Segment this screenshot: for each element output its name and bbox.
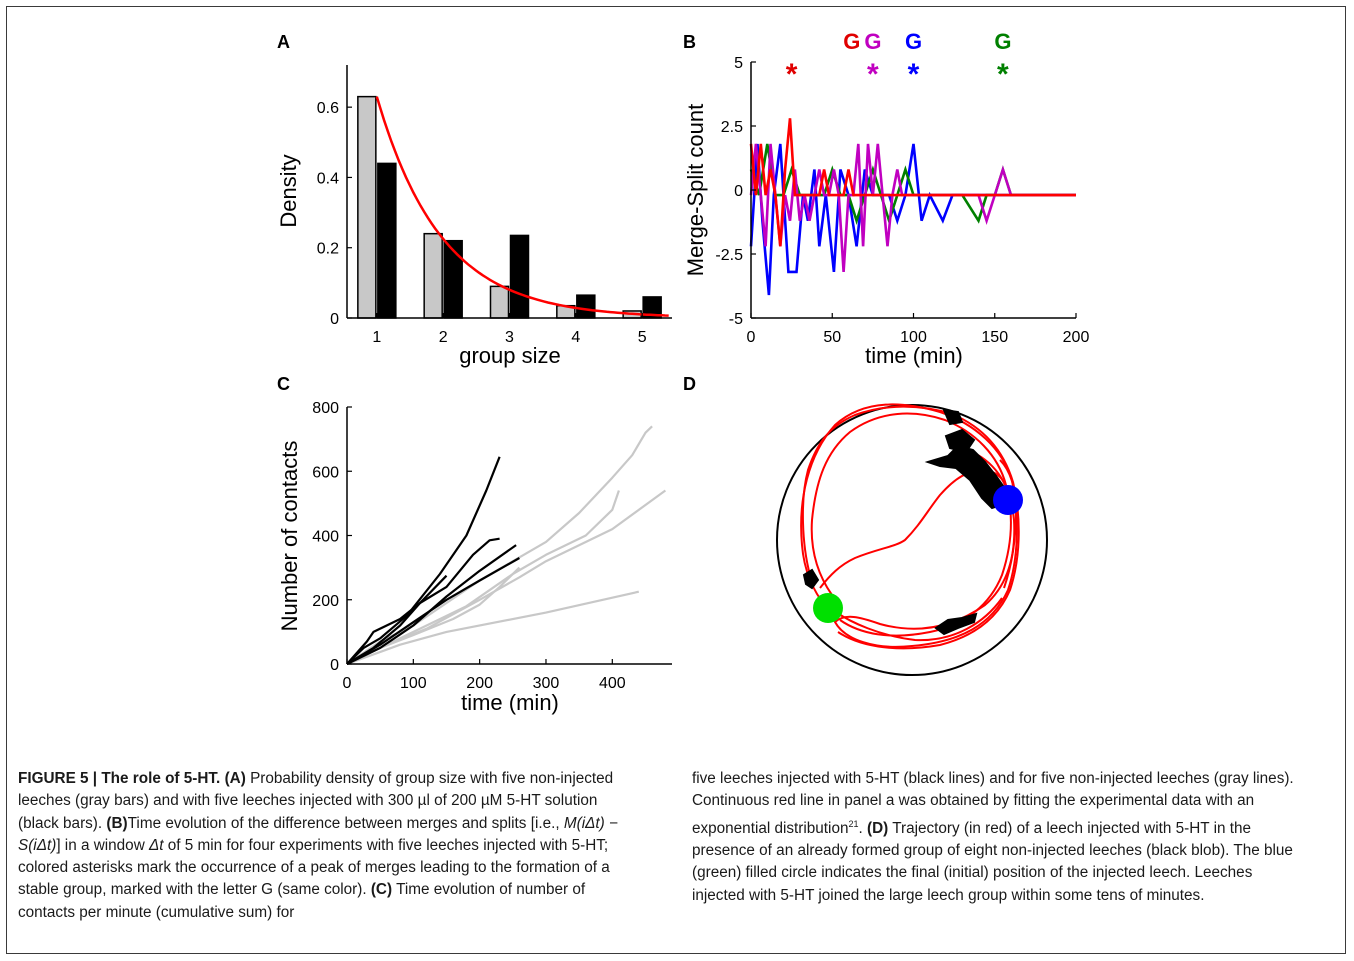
y-tick-label: 0.2 <box>317 241 339 258</box>
panel-b-ylabel: Merge-Split count <box>683 104 708 276</box>
panel-d-label: D <box>683 374 696 394</box>
panel-b-xlabel: time (min) <box>865 343 963 368</box>
caption-text-d: Trajectory (in red) of a leech injected … <box>692 819 1293 904</box>
y-tick-label: 0 <box>734 183 743 200</box>
panel-c-x-ticks: 0 100 200 300 400 <box>343 659 626 692</box>
caption-left-column: FIGURE 5 | The role of 5-HT. (A) Probabi… <box>18 768 628 924</box>
caption-delta-t: Δt <box>149 836 164 854</box>
panel-b-markers: *G G*G*G* <box>786 29 1012 91</box>
y-tick-label: 0 <box>330 657 339 674</box>
caption-text-c-continued: five leeches injected with 5-HT (black l… <box>692 770 1294 837</box>
group-marker-g: G <box>905 29 922 54</box>
panel-a-label: A <box>277 32 290 52</box>
bar-gray-1 <box>357 95 377 319</box>
panel-b-y-ticks: -5 -2.5 0 2.5 5 <box>715 55 756 328</box>
caption-right-column: five leeches injected with 5-HT (black l… <box>692 768 1302 907</box>
group-marker-g: G <box>864 29 881 54</box>
caption-tag-b: (B) <box>106 814 128 832</box>
x-tick-label: 4 <box>571 329 580 346</box>
x-tick-label: 150 <box>981 329 1008 346</box>
x-tick-label: 100 <box>400 675 427 692</box>
x-tick-label: 3 <box>505 329 514 346</box>
y-tick-label: -5 <box>729 311 743 328</box>
panel-a-plot-area <box>357 95 669 319</box>
bar-black-1 <box>377 162 397 319</box>
exponential-fit-line <box>375 96 669 317</box>
caption-text-a: Probability density of group size with f… <box>18 770 614 832</box>
injected-leech-curve-10 <box>346 574 448 665</box>
merge-split-line-4 <box>749 118 1076 247</box>
y-tick-label: 0.6 <box>317 100 339 117</box>
panel-b: B *G G*G*G* 0 50 100 150 200 -5-2.502.55 time… <box>683 29 1089 368</box>
non-injected-group-blob <box>802 408 1008 636</box>
panel-a-xlabel: group size <box>459 343 561 368</box>
x-tick-label: 200 <box>1063 329 1090 346</box>
bar-black-2 <box>443 239 463 319</box>
merge-split-line-3 <box>749 143 1076 272</box>
merge-peak-asterisk: * <box>997 58 1009 91</box>
x-tick-label: 1 <box>372 329 381 346</box>
y-tick-label: 2.5 <box>721 119 743 136</box>
group-marker-g: G <box>994 29 1011 54</box>
panel-a-ylabel: Density <box>276 154 301 227</box>
final-position-marker <box>993 485 1023 515</box>
y-tick-label: -2.5 <box>715 247 743 264</box>
merge-peak-asterisk: * <box>867 58 879 91</box>
caption-formula: M(iΔt) − S(iΔt) <box>18 814 618 854</box>
panel-c-xlabel: time (min) <box>461 690 559 715</box>
x-tick-label: 300 <box>533 675 560 692</box>
panel-c-y-ticks: 0 200 400 600 800 <box>312 400 352 674</box>
panel-a-y-ticks: 0 0.2 0.4 0.6 <box>317 100 352 328</box>
caption-text-c: Time evolution of number of contacts per… <box>18 881 586 921</box>
y-tick-label: 5 <box>734 55 743 72</box>
caption-tag-d: (D) <box>867 819 889 837</box>
y-tick-label: 800 <box>312 400 339 417</box>
merge-peak-asterisk: * <box>786 58 798 91</box>
group-marker-g: G <box>843 29 860 54</box>
y-tick-label: 600 <box>312 464 339 481</box>
x-tick-label: 0 <box>343 675 352 692</box>
bar-gray-3 <box>489 285 510 319</box>
x-tick-label: 5 <box>638 329 647 346</box>
bar-gray-2 <box>423 232 443 319</box>
caption-tag-a: (A) <box>224 770 246 787</box>
x-tick-label: 400 <box>599 675 626 692</box>
bar-black-3 <box>509 234 530 319</box>
x-tick-label: 50 <box>823 329 841 346</box>
y-tick-label: 0 <box>330 311 339 328</box>
x-tick-label: 0 <box>747 329 756 346</box>
non-injected-leech-curve-5 <box>346 590 640 666</box>
panel-a-x-ticks: 1 2 3 4 5 <box>372 313 647 346</box>
y-tick-label: 200 <box>312 593 339 610</box>
x-tick-label: 100 <box>900 329 927 346</box>
panel-c: C 0 100 200 300 400 0 200 400 600 800 time (min)… <box>277 374 672 715</box>
initial-position-marker <box>813 593 843 623</box>
panel-b-x-ticks: 0 50 100 150 200 <box>747 313 1090 346</box>
figure-title: FIGURE 5 | The role of 5-HT. <box>18 770 221 787</box>
bar-black-4 <box>576 294 596 319</box>
caption-tag-c: (C) <box>370 881 393 899</box>
panel-b-label: B <box>683 32 696 52</box>
caption-text-b-3: of 5 min for four experiments with five … <box>18 836 610 899</box>
panel-c-plot-area <box>346 425 667 666</box>
x-tick-label: 2 <box>439 329 448 346</box>
panel-d: D <box>683 374 1048 676</box>
y-tick-label: 0.4 <box>317 170 339 187</box>
x-tick-label: 200 <box>466 675 493 692</box>
caption-text-c-end: . <box>858 819 863 837</box>
y-tick-label: 400 <box>312 529 339 546</box>
injected-leech-curve-6 <box>346 456 501 665</box>
panel-c-label: C <box>277 374 290 394</box>
panel-b-plot-area <box>749 118 1076 296</box>
caption-text-b-2: ] in a window <box>56 836 149 854</box>
merge-peak-asterisk: * <box>908 58 920 91</box>
caption-reference: 21 <box>848 818 859 829</box>
merge-split-line-2 <box>749 143 1076 225</box>
panel-c-ylabel: Number of contacts <box>277 441 302 632</box>
panel-a: A 1 2 3 4 5 0 0.2 0.4 0.6 group size Density <box>276 32 672 368</box>
caption-text-b-1: Time evolution of the difference between… <box>127 814 564 832</box>
